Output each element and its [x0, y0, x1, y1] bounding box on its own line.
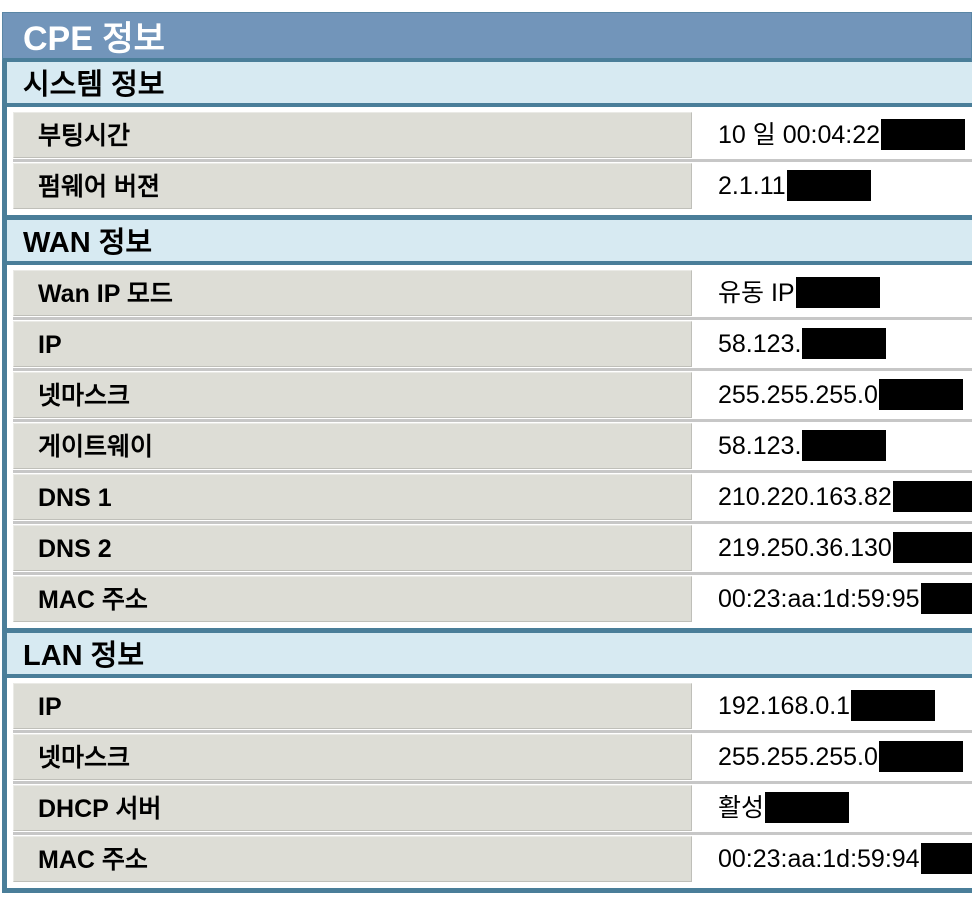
section-title: WAN 정보	[2, 220, 972, 265]
row-separator	[13, 832, 972, 835]
section-title: LAN 정보	[2, 633, 972, 678]
sections-container: 시스템 정보 부팅시간 10 일 00:04:22 펌웨어 버젼 2.1.11 …	[2, 62, 972, 893]
row-value-text: 2.1.11	[718, 172, 786, 200]
table-row: DHCP 서버 활성	[13, 785, 972, 831]
redaction-box	[892, 481, 972, 512]
row-value: 00:23:aa:1d:59:94	[697, 836, 972, 882]
table-row: IP 192.168.0.1	[13, 683, 972, 729]
row-separator	[13, 419, 972, 422]
table-row: Wan IP 모드 유동 IP	[13, 270, 972, 316]
row-label: IP	[13, 321, 692, 367]
cpe-info-page: CPE 정보 시스템 정보 부팅시간 10 일 00:04:22 펌웨어 버젼 …	[2, 12, 972, 893]
row-value: 00:23:aa:1d:59:95	[697, 576, 972, 622]
redaction-box	[786, 170, 871, 201]
row-value: 10 일 00:04:22	[697, 112, 972, 158]
row-value: 219.250.36.130	[697, 525, 972, 571]
table-row: 펌웨어 버젼 2.1.11	[13, 163, 972, 209]
row-value-text: 00:23:aa:1d:59:94	[718, 845, 920, 873]
table-row: DNS 1 210.220.163.82	[13, 474, 972, 520]
row-label: 넷마스크	[13, 734, 692, 780]
row-value-text: 활성	[718, 794, 765, 822]
row-value: 2.1.11	[697, 163, 972, 209]
row-value: 활성	[697, 785, 972, 831]
row-value-text: 58.123.	[718, 330, 802, 358]
row-value: 58.123.	[697, 321, 972, 367]
row-value-text: 219.250.36.130	[718, 534, 892, 562]
info-section: 시스템 정보 부팅시간 10 일 00:04:22 펌웨어 버젼 2.1.11	[2, 62, 972, 220]
row-value: 유동 IP	[697, 270, 972, 316]
info-section: WAN 정보 Wan IP 모드 유동 IP IP 58.123. 넷마스크 2…	[2, 220, 972, 633]
row-label: DHCP 서버	[13, 785, 692, 831]
redaction-box	[920, 583, 972, 614]
row-value: 255.255.255.0	[697, 734, 972, 780]
row-value: 210.220.163.82	[697, 474, 972, 520]
row-separator	[13, 368, 972, 371]
row-value-text: 255.255.255.0	[718, 743, 878, 771]
info-table: IP 192.168.0.1 넷마스크 255.255.255.0 DHCP 서…	[2, 678, 972, 893]
redaction-box	[920, 843, 972, 874]
row-separator	[13, 781, 972, 784]
row-label: 게이트웨이	[13, 423, 692, 469]
row-separator	[13, 159, 972, 162]
row-value-text: 00:23:aa:1d:59:95	[718, 585, 920, 613]
page-title: CPE 정보	[2, 12, 972, 62]
section-title: 시스템 정보	[2, 62, 972, 107]
row-label: DNS 1	[13, 474, 692, 520]
row-value-text: 192.168.0.1	[718, 692, 851, 720]
row-value: 58.123.	[697, 423, 972, 469]
row-label: Wan IP 모드	[13, 270, 692, 316]
redaction-box	[881, 119, 966, 150]
table-row: 부팅시간 10 일 00:04:22	[13, 112, 972, 158]
table-row: 넷마스크 255.255.255.0	[13, 734, 972, 780]
row-label: MAC 주소	[13, 836, 692, 882]
row-label: 펌웨어 버젼	[13, 163, 692, 209]
redaction-box	[892, 532, 972, 563]
row-label: DNS 2	[13, 525, 692, 571]
table-row: MAC 주소 00:23:aa:1d:59:95	[13, 576, 972, 622]
row-value-text: 58.123.	[718, 432, 802, 460]
row-value-text: 유동 IP	[718, 279, 795, 307]
redaction-box	[851, 690, 936, 721]
redaction-box	[878, 741, 963, 772]
row-separator	[13, 572, 972, 575]
row-separator	[13, 730, 972, 733]
row-label: 부팅시간	[13, 112, 692, 158]
row-label: IP	[13, 683, 692, 729]
info-table: Wan IP 모드 유동 IP IP 58.123. 넷마스크 255.255.…	[2, 265, 972, 633]
redaction-box	[795, 277, 880, 308]
row-value-text: 255.255.255.0	[718, 381, 878, 409]
row-value-text: 10 일 00:04:22	[718, 121, 881, 149]
table-row: MAC 주소 00:23:aa:1d:59:94	[13, 836, 972, 882]
row-separator	[13, 317, 972, 320]
info-section: LAN 정보 IP 192.168.0.1 넷마스크 255.255.255.0…	[2, 633, 972, 893]
row-value-text: 210.220.163.82	[718, 483, 892, 511]
row-label: 넷마스크	[13, 372, 692, 418]
row-separator	[13, 521, 972, 524]
redaction-box	[765, 792, 850, 823]
redaction-box	[802, 328, 887, 359]
row-value: 192.168.0.1	[697, 683, 972, 729]
redaction-box	[802, 430, 887, 461]
row-label: MAC 주소	[13, 576, 692, 622]
table-row: 넷마스크 255.255.255.0	[13, 372, 972, 418]
table-row: 게이트웨이 58.123.	[13, 423, 972, 469]
table-row: IP 58.123.	[13, 321, 972, 367]
info-table: 부팅시간 10 일 00:04:22 펌웨어 버젼 2.1.11	[2, 107, 972, 220]
row-value: 255.255.255.0	[697, 372, 972, 418]
row-separator	[13, 470, 972, 473]
table-row: DNS 2 219.250.36.130	[13, 525, 972, 571]
redaction-box	[878, 379, 963, 410]
